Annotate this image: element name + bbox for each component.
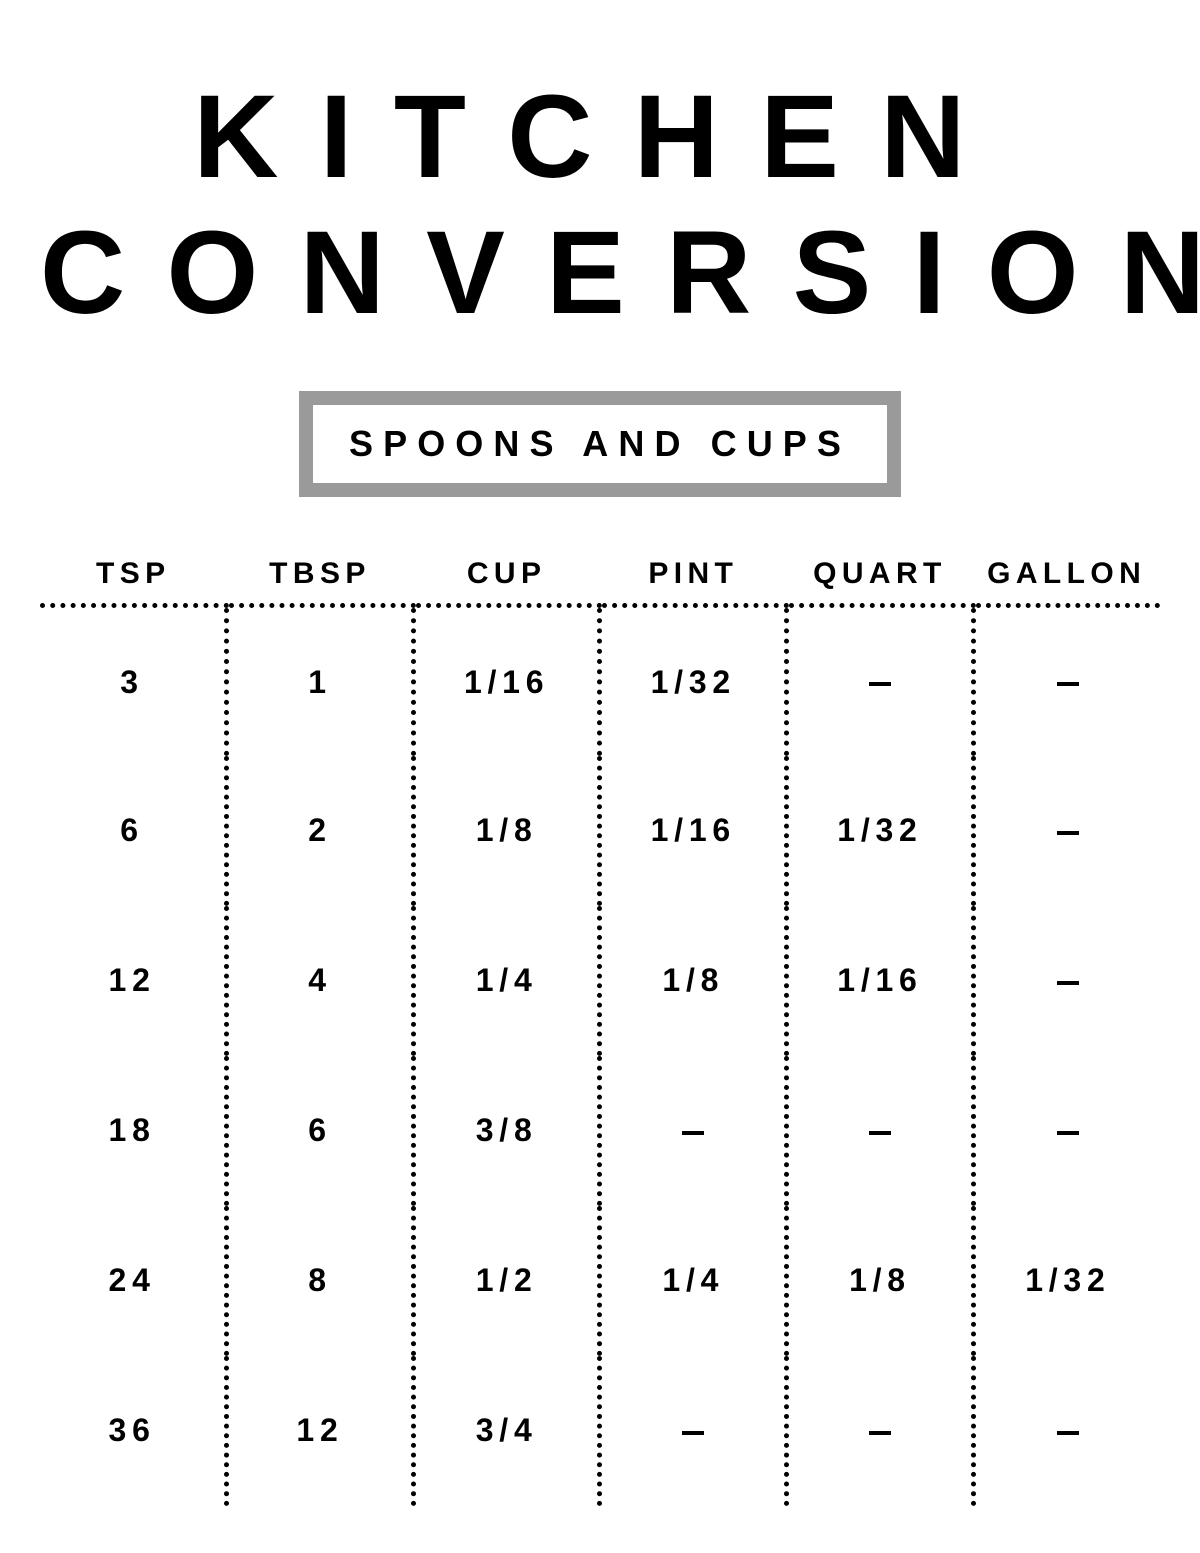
table-cell [787,1056,974,1206]
column-header: TBSP [227,557,414,606]
page-title: KITCHEN CONVERSIONS [40,70,1160,341]
table-header-row: TSPTBSPCUPPINTQUARTGALLON [40,557,1160,606]
table-cell: 1/2 [413,1206,600,1356]
subtitle-container: SPOONS AND CUPS [40,391,1160,497]
column-header: GALLON [973,557,1160,606]
table-row: 2481/21/41/81/32 [40,1206,1160,1356]
table-cell: 1/8 [787,1206,974,1356]
title-line-1: KITCHEN [40,70,1160,206]
subtitle-box: SPOONS AND CUPS [299,391,901,497]
column-header: PINT [600,557,787,606]
table-cell: 3/8 [413,1056,600,1206]
table-cell: 1/32 [600,606,787,756]
column-header: QUART [787,557,974,606]
table-cell: 12 [227,1356,414,1506]
table-cell: 1/32 [973,1206,1160,1356]
conversion-table: TSPTBSPCUPPINTQUARTGALLON 311/161/32621/… [40,557,1160,1506]
table-cell: 8 [227,1206,414,1356]
table-cell: 2 [227,756,414,906]
table-cell: 1/8 [413,756,600,906]
table-cell: 6 [227,1056,414,1206]
table-cell [787,1356,974,1506]
dash-icon [869,1131,891,1135]
table-cell: 1 [227,606,414,756]
table-cell: 1/32 [787,756,974,906]
table-cell: 1/16 [600,756,787,906]
table-cell: 1/16 [787,906,974,1056]
table-row: 36123/4 [40,1356,1160,1506]
table-row: 1863/8 [40,1056,1160,1206]
dash-icon [869,1431,891,1435]
table-row: 621/81/161/32 [40,756,1160,906]
table-cell: 1/16 [413,606,600,756]
dash-icon [682,1131,704,1135]
title-line-2: CONVERSIONS [40,206,1160,342]
table-cell [973,1056,1160,1206]
dash-icon [1057,1431,1079,1435]
table-cell [973,606,1160,756]
table-cell [600,1056,787,1206]
dash-icon [682,1431,704,1435]
table-cell [787,606,974,756]
table-cell: 4 [227,906,414,1056]
table-cell: 24 [40,1206,227,1356]
table-cell: 3 [40,606,227,756]
table-cell [973,1356,1160,1506]
dash-icon [1057,682,1079,686]
dash-icon [869,682,891,686]
table-cell: 18 [40,1056,227,1206]
column-header: CUP [413,557,600,606]
table-cell: 1/4 [600,1206,787,1356]
table-body: 311/161/32621/81/161/321241/41/81/161863… [40,606,1160,1506]
dash-icon [1057,1131,1079,1135]
dash-icon [1057,981,1079,985]
table-cell: 1/8 [600,906,787,1056]
table-row: 311/161/32 [40,606,1160,756]
table-cell: 3/4 [413,1356,600,1506]
table-row: 1241/41/81/16 [40,906,1160,1056]
column-header: TSP [40,557,227,606]
table-cell [600,1356,787,1506]
table-cell [973,906,1160,1056]
table-cell [973,756,1160,906]
table-cell: 36 [40,1356,227,1506]
table-cell: 6 [40,756,227,906]
table-cell: 12 [40,906,227,1056]
dash-icon [1057,831,1079,835]
table-cell: 1/4 [413,906,600,1056]
